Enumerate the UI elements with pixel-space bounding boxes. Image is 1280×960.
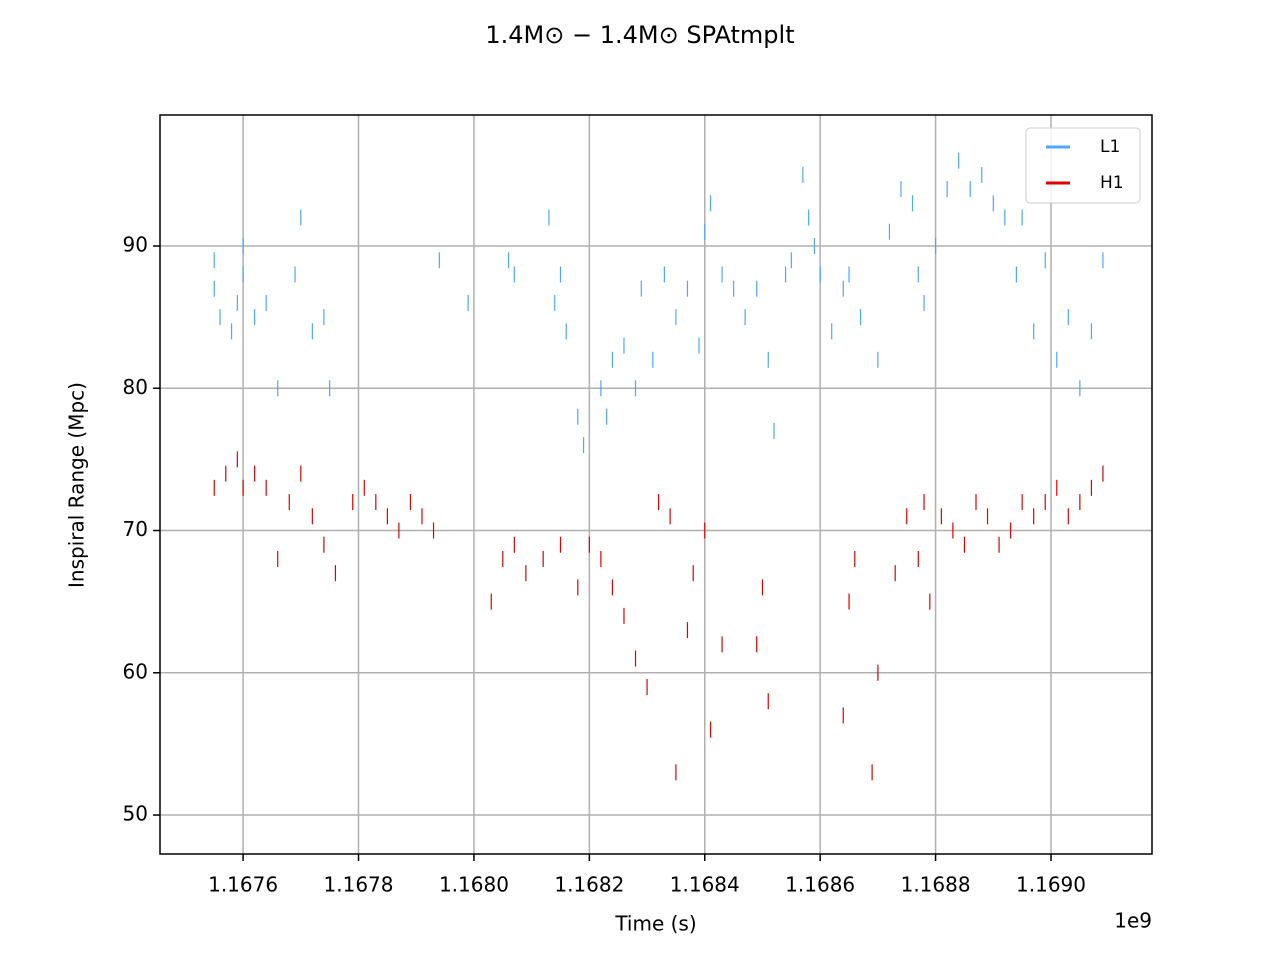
x-tick-label: 1.1686 (785, 873, 855, 897)
y-tick-label: 70 (123, 517, 148, 541)
x-tick-label: 1.1680 (439, 873, 509, 897)
x-tick-label: 1.1684 (670, 873, 740, 897)
plot-frame (159, 114, 1153, 855)
x-tick-label: 1.1682 (554, 873, 624, 897)
y-tick-label: 80 (123, 375, 148, 399)
y-tick-label: 90 (123, 233, 148, 257)
legend-label: H1 (1100, 173, 1124, 193)
y-tick-label: 60 (123, 659, 148, 683)
x-axis-label: Time (s) (614, 912, 696, 936)
x-tick-label: 1.1676 (208, 873, 278, 897)
x-tick-label: 1.1688 (901, 873, 971, 897)
y-tick-label: 50 (123, 802, 148, 826)
x-tick-label: 1.1690 (1016, 873, 1086, 897)
x-tick-label: 1.1678 (324, 873, 394, 897)
x-offset-label: 1e9 (1114, 909, 1152, 933)
y-axis-label: Inspiral Range (Mpc) (65, 382, 89, 588)
chart-title: 1.4M⊙ − 1.4M⊙ SPAtmplt (485, 21, 794, 49)
legend-label: L1 (1100, 137, 1120, 157)
